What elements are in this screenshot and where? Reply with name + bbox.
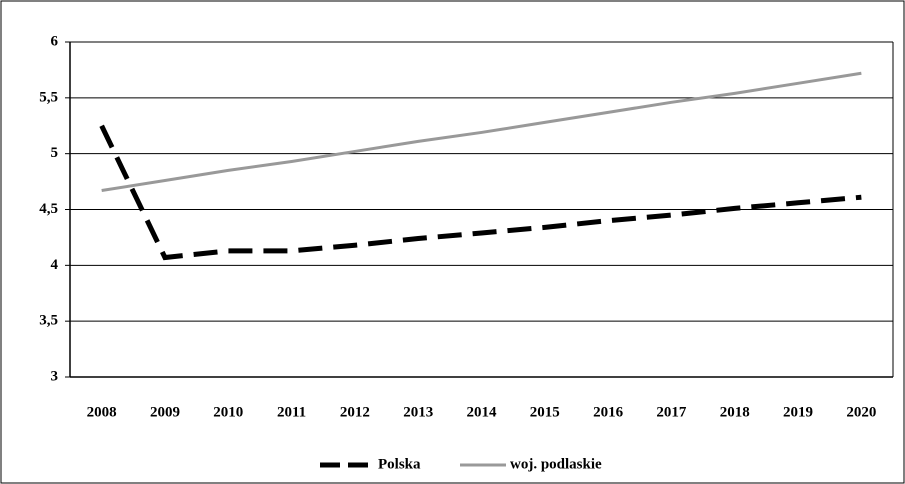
x-tick-label: 2019 (783, 404, 813, 420)
x-tick-label: 2008 (87, 404, 117, 420)
y-tick-label: 4 (51, 257, 59, 273)
x-tick-label: 2012 (340, 404, 370, 420)
y-tick-label: 5,5 (39, 89, 58, 105)
x-tick-label: 2020 (846, 404, 876, 420)
legend-label: woj. podlaskie (510, 456, 602, 472)
x-tick-label: 2011 (277, 404, 306, 420)
y-tick-label: 6 (51, 33, 59, 49)
x-tick-label: 2014 (467, 404, 498, 420)
y-tick-label: 5 (51, 145, 59, 161)
x-tick-label: 2009 (150, 404, 180, 420)
x-tick-label: 2015 (530, 404, 560, 420)
x-tick-label: 2010 (213, 404, 243, 420)
series-line (101, 71, 862, 192)
y-tick-label: 4,5 (39, 201, 58, 217)
x-tick-label: 2013 (403, 404, 433, 420)
series-line (99, 124, 862, 261)
y-tick-label: 3,5 (39, 313, 58, 329)
x-tick-label: 2017 (656, 404, 687, 420)
x-tick-label: 2016 (593, 404, 624, 420)
x-tick-label: 2018 (720, 404, 750, 420)
y-tick-label: 3 (51, 368, 59, 384)
legend-label: Polska (378, 456, 421, 472)
